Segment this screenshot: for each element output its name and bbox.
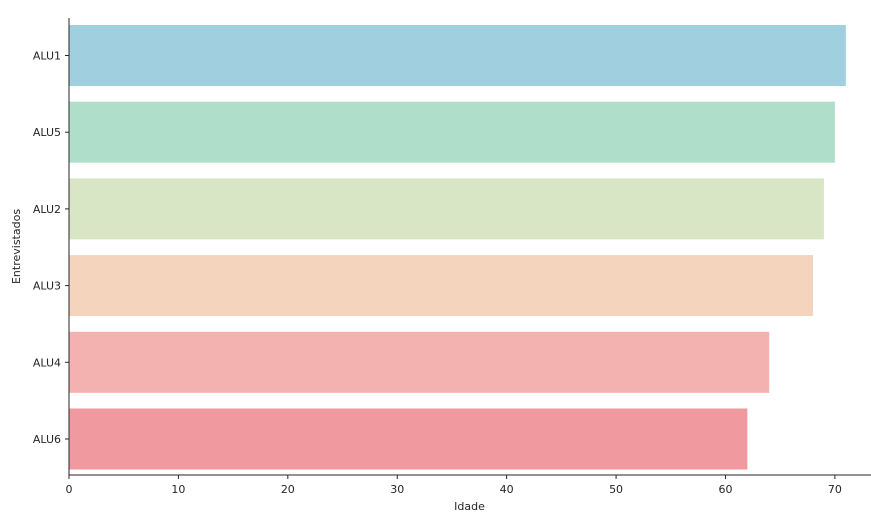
bar-alu5 <box>69 101 835 163</box>
y-tick-label: ALU3 <box>33 280 61 293</box>
x-axis-ticks: 0 10 20 30 40 50 60 70 <box>66 475 842 496</box>
y-tick-label: ALU6 <box>33 433 61 446</box>
x-tick-label: 20 <box>281 483 295 496</box>
bar-alu6 <box>69 408 748 470</box>
bar-alu1 <box>69 25 846 86</box>
bars-layer <box>69 25 846 470</box>
y-tick-label: ALU1 <box>33 50 61 63</box>
x-tick-label: 40 <box>500 483 514 496</box>
y-axis-title: Entrevistados <box>10 209 23 284</box>
y-tick-label: ALU5 <box>33 126 61 139</box>
x-tick-label: 70 <box>828 483 842 496</box>
x-tick-label: 0 <box>66 483 73 496</box>
x-axis-title: Idade <box>454 500 485 512</box>
x-tick-label: 50 <box>609 483 623 496</box>
bar-alu2 <box>69 178 824 240</box>
x-tick-label: 10 <box>171 483 185 496</box>
y-tick-label: ALU4 <box>33 356 61 369</box>
x-tick-label: 60 <box>718 483 732 496</box>
bar-alu4 <box>69 331 770 393</box>
y-tick-label: ALU2 <box>33 203 61 216</box>
bar-alu3 <box>69 255 814 317</box>
y-axis-ticks: ALU1 ALU5 ALU2 ALU3 ALU4 ALU6 <box>33 50 69 446</box>
x-tick-label: 30 <box>390 483 404 496</box>
